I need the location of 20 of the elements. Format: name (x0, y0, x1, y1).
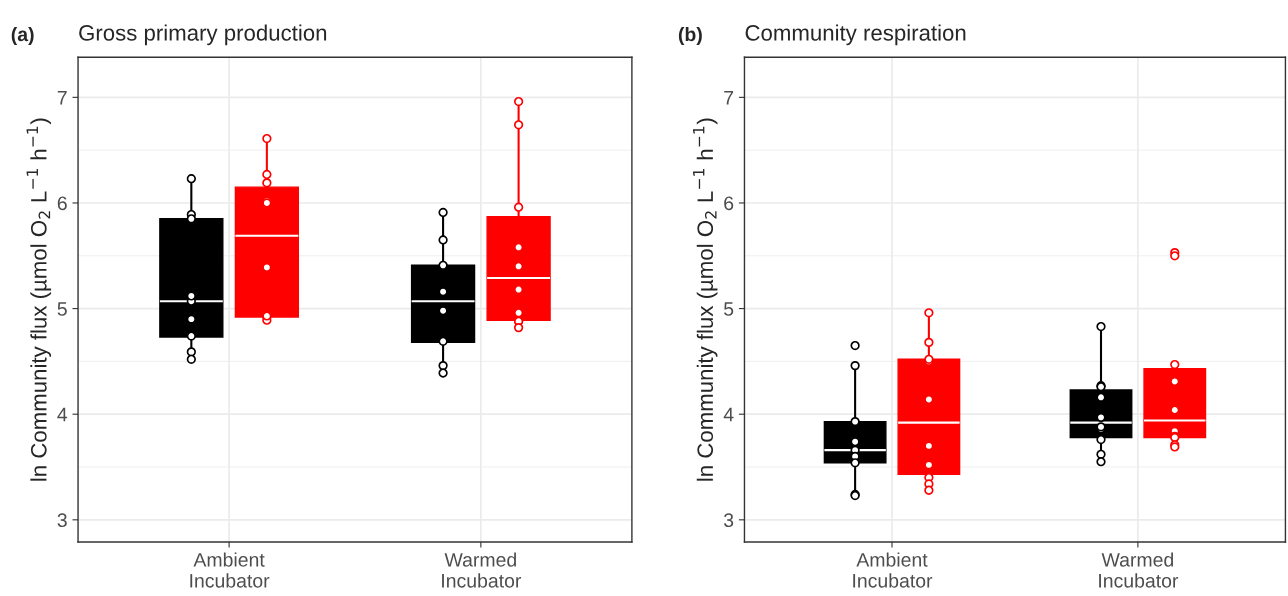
text: (b) (678, 26, 702, 46)
y-tick-label: 6 (57, 196, 67, 211)
y-tick-label: 5 (57, 302, 67, 316)
y-tick-label: 3 (723, 513, 734, 528)
y-tick-label: 7 (724, 91, 734, 105)
y-axis-title: ln Community flux (µmol O$_{2}$ L$^{−1}$ h$^{−1}$) (26, 118, 52, 481)
y-axis-title: ln Community flux (µmol O$_{2}$ L$^{−1}$ h$^{−1}$) (693, 118, 718, 481)
text: (a) (11, 26, 34, 46)
y-tick-label: 7 (57, 91, 67, 105)
x-tick-label: Warmed Incubator (1099, 552, 1179, 588)
x-tick-label: Ambient Incubator (190, 552, 270, 588)
chart-title: Community respiration (745, 24, 966, 46)
chart-title: Gross primary production (79, 24, 327, 46)
x-tick-label: Warmed Incubator (442, 552, 522, 588)
y-tick-label: 4 (57, 407, 68, 422)
y-tick-label: 6 (724, 196, 734, 211)
y-tick-label: 3 (57, 513, 67, 528)
y-tick-label: 5 (724, 302, 734, 316)
x-tick-label: Ambient Incubator (853, 552, 933, 588)
y-tick-label: 4 (723, 407, 734, 422)
